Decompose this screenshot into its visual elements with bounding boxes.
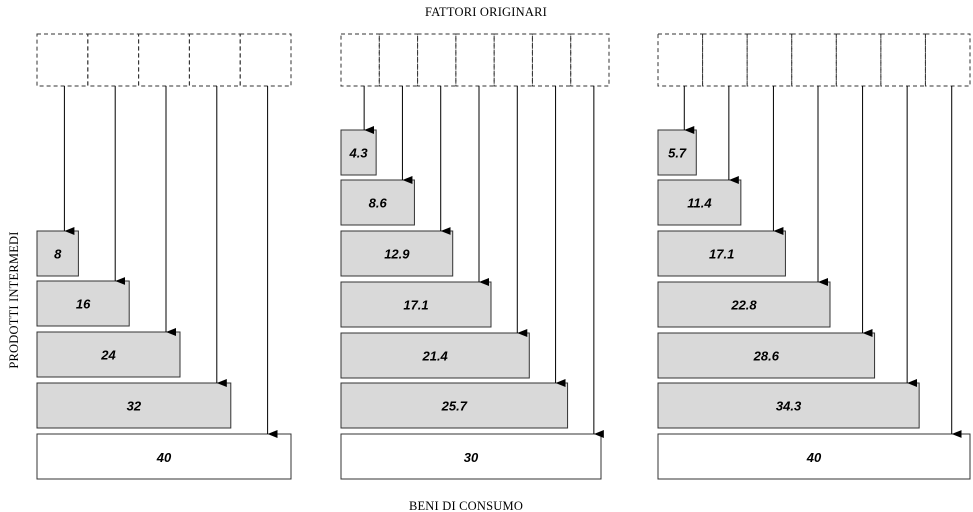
top-label: FATTORI ORIGINARI [425, 5, 547, 19]
factor-box [36, 33, 89, 87]
bottom-label: BENI DI CONSUMO [409, 499, 523, 512]
factor-box [702, 33, 748, 87]
intermediate-box [657, 382, 920, 429]
intermediate-value: 24 [100, 348, 116, 363]
consumption-box [36, 433, 292, 480]
factor-box [340, 33, 380, 87]
intermediate-box [340, 382, 569, 429]
factor-box [417, 33, 457, 87]
intermediate-value: 4.3 [349, 146, 369, 161]
factor-box [239, 33, 292, 87]
factor-box [880, 33, 926, 87]
panels: 8 16 24 32 40 4.3 8.6 12.9 17.1 21.4 25.7 30 5.7 11.4… [36, 33, 971, 480]
intermediate-value: 21.4 [421, 349, 448, 364]
intermediate-value: 32 [127, 399, 142, 414]
intermediate-value: 34.3 [776, 399, 802, 414]
factor-box [455, 33, 495, 87]
factor-box [657, 33, 704, 87]
factor-box [531, 33, 572, 87]
factor-box [378, 33, 419, 87]
intermediate-box [36, 230, 79, 277]
intermediate-box [36, 382, 232, 429]
panel-3: 5.7 11.4 17.1 22.8 28.6 34.3 40 [657, 33, 971, 480]
factor-box [570, 33, 610, 87]
panel-1: 8 16 24 32 40 [36, 33, 292, 480]
intermediate-value: 11.4 [687, 196, 712, 211]
intermediate-box [340, 281, 492, 328]
panel-2: 4.3 8.6 12.9 17.1 21.4 25.7 30 [340, 33, 610, 480]
intermediate-box [36, 280, 130, 327]
factor-box [493, 33, 533, 87]
intermediate-box [657, 230, 786, 277]
consumption-value: 40 [156, 450, 172, 465]
consumption-box [657, 433, 971, 480]
intermediate-box [657, 129, 697, 176]
intermediate-value: 22.8 [730, 298, 757, 313]
factor-box [791, 33, 837, 87]
intermediate-value: 5.7 [668, 146, 687, 161]
consumption-value: 40 [806, 450, 822, 465]
intermediate-box [340, 230, 454, 277]
intermediate-box [340, 332, 530, 379]
intermediate-value: 28.6 [753, 349, 780, 364]
factor-box [188, 33, 241, 87]
factor-box [87, 33, 140, 87]
intermediate-box [340, 179, 415, 226]
factor-box [746, 33, 793, 87]
intermediate-value: 25.7 [441, 399, 468, 414]
intermediate-value: 8.6 [369, 196, 388, 211]
intermediate-box [657, 179, 742, 226]
intermediate-value: 16 [76, 297, 91, 312]
intermediate-box [657, 281, 831, 328]
factor-box [924, 33, 971, 87]
factor-box [138, 33, 190, 87]
intermediate-value: 8 [54, 247, 62, 262]
intermediate-box [340, 129, 377, 176]
intermediate-value: 17.1 [403, 298, 428, 313]
consumption-box [340, 433, 602, 480]
consumption-value: 30 [464, 450, 479, 465]
intermediate-box [657, 332, 876, 379]
intermediate-box [36, 331, 181, 378]
left-axis-label: PRODOTTI INTERMEDI [7, 231, 21, 368]
intermediate-value: 12.9 [384, 247, 410, 262]
intermediate-value: 17.1 [709, 247, 734, 262]
factor-box [835, 33, 882, 87]
